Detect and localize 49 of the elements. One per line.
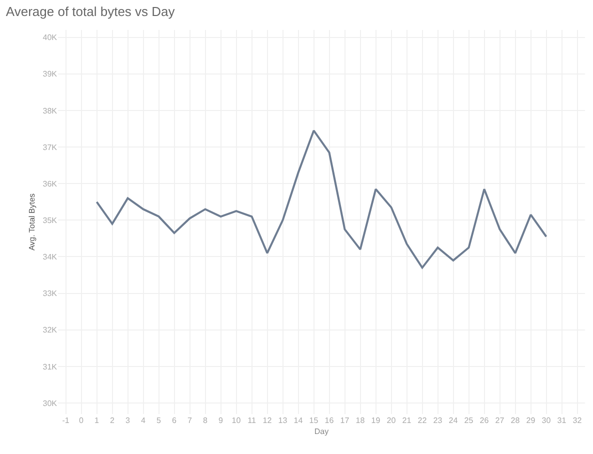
x-tick-label: 18 [356, 416, 366, 425]
x-tick-label: 21 [402, 416, 412, 425]
y-tick-label: 40K [42, 33, 58, 42]
x-tick-label: 19 [371, 416, 381, 425]
y-tick-label: 35K [42, 216, 58, 225]
y-tick-label: 36K [42, 179, 58, 188]
x-tick-label: 14 [294, 416, 304, 425]
line-series [96, 130, 548, 269]
x-tick-label: 30 [542, 416, 552, 425]
x-tick-label: 6 [172, 416, 178, 425]
x-tick-label: 28 [510, 416, 520, 425]
x-tick-label: 17 [340, 416, 350, 425]
x-tick-label: 25 [464, 416, 474, 425]
x-tick-label: 23 [433, 416, 443, 425]
x-tick-label: 22 [418, 416, 428, 425]
x-tick-label: -1 [62, 416, 70, 425]
x-tick-label: 4 [141, 416, 146, 425]
x-tick-label: 8 [203, 416, 208, 425]
x-tick-label: 7 [188, 416, 193, 425]
x-tick-label: 32 [572, 416, 582, 425]
x-tick-label: 31 [557, 416, 567, 425]
x-tick-label: 13 [278, 416, 288, 425]
x-tick-label: 26 [480, 416, 490, 425]
x-tick-label: 12 [262, 416, 272, 425]
y-tick-label: 31K [42, 362, 58, 372]
x-tick-label: 10 [232, 416, 242, 425]
y-tick-label: 38K [42, 106, 58, 116]
x-tick-label: 2 [110, 416, 116, 425]
x-tick-label: 11 [248, 416, 256, 425]
x-tick-label: 16 [324, 416, 334, 425]
y-axis-title: Avg. Total Bytes [27, 193, 36, 251]
x-axis-title: Day [314, 427, 329, 436]
y-tick-label: 30K [42, 398, 58, 408]
x-tick-label: 29 [526, 416, 536, 425]
x-tick-label: 27 [495, 416, 505, 425]
x-tick-label: 20 [386, 416, 396, 425]
y-tick-label: 32K [42, 326, 58, 335]
chart-title: Average of total bytes vs Day [6, 4, 176, 19]
x-tick-label: 15 [309, 416, 319, 425]
x-tick-label: 9 [218, 416, 224, 425]
y-tick-label: 39K [42, 70, 58, 79]
x-tick-label: 1 [94, 416, 100, 425]
y-tick-label: 33K [42, 289, 58, 298]
x-tick-label: 24 [448, 416, 458, 425]
y-tick-label: 37K [42, 142, 58, 152]
y-tick-label: 34K [42, 252, 58, 262]
x-tick-label: 0 [79, 416, 84, 425]
x-tick-label: 3 [126, 416, 131, 425]
x-tick-label: 5 [156, 416, 162, 425]
